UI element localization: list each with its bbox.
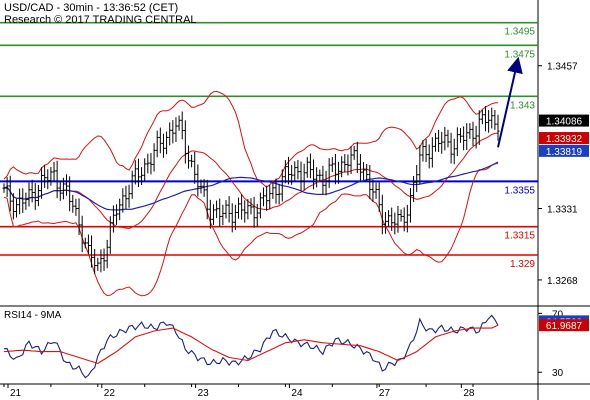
rsi-y-tick-label: 30	[552, 368, 564, 379]
moving-average-long	[3, 161, 499, 211]
x-tick-label: 21	[10, 388, 22, 399]
value-tag-label: 1.34086	[546, 117, 583, 128]
level-label: 1.329	[510, 259, 535, 270]
rsi-ma-line	[3, 324, 499, 365]
x-tick-label: 23	[198, 388, 210, 399]
bollinger-upper	[3, 90, 499, 188]
value-tag	[539, 114, 589, 127]
rsi-title: RSI14 - 9MA	[4, 310, 62, 321]
level-label: 1.3495	[504, 27, 535, 38]
x-tick-label: 28	[463, 388, 475, 399]
level-label: 1.3355	[504, 185, 535, 196]
y-tick-label: 1.3268	[547, 276, 578, 287]
price-panel: 1.3495 1.3475 1.343 1.3355 1.3315 1.329	[0, 21, 538, 297]
value-tag	[539, 132, 589, 145]
rsi-value-tag	[539, 319, 589, 332]
rsi-line	[3, 314, 499, 379]
rsi-value-tag-label: 61.9687	[546, 321, 583, 332]
x-tick-label: 27	[379, 388, 391, 399]
x-tick-label: 22	[104, 388, 116, 399]
level-label: 1.343	[510, 100, 535, 111]
value-tag-label: 1.33819	[546, 147, 583, 158]
bollinger-lower	[3, 162, 499, 297]
value-tag	[539, 144, 589, 157]
x-tick-label: 24	[291, 388, 303, 399]
axes: 1.34086 1.33932 1.33819 1.3457 1.3331 1.3268 2…	[3, 62, 589, 399]
level-label: 1.3475	[504, 49, 535, 60]
rsi-y-tick-label: 70	[552, 309, 564, 320]
level-label: 1.3315	[504, 231, 535, 242]
projection-arrow	[497, 56, 523, 148]
y-tick-label: 1.3457	[547, 62, 578, 73]
chart-header-copyright: Research © 2017 TRADING CENTRAL	[4, 14, 197, 26]
value-tag-label: 1.33932	[546, 134, 583, 145]
chart-header-title: USD/CAD - 30min - 13:36:52 (CET)	[4, 2, 178, 14]
y-tick-label: 1.3331	[547, 205, 578, 216]
rsi-panel: RSI14 - 9MA	[3, 310, 499, 379]
